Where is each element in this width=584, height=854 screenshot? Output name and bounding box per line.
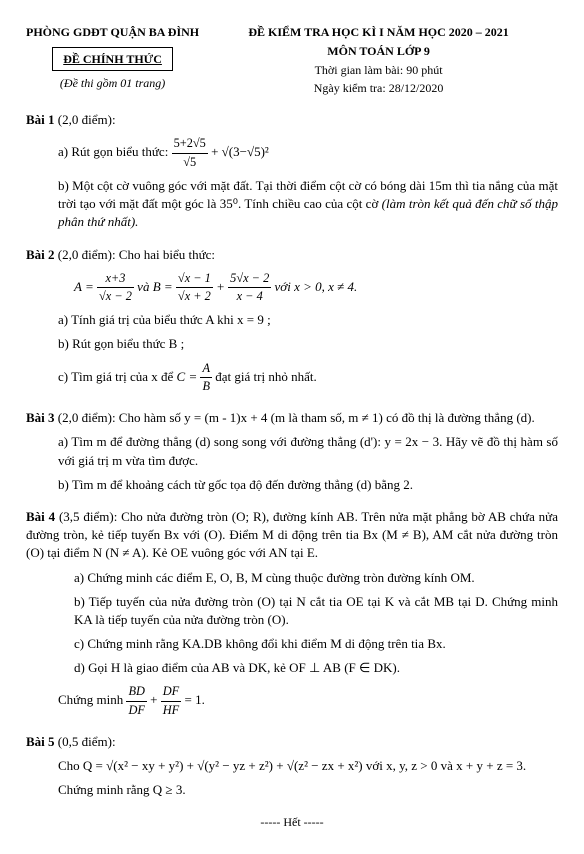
bai2-B2-num: 5√x − 2 (228, 270, 271, 288)
bai4-f2: DF HF (161, 683, 181, 719)
bai1-a-den: √5 (172, 154, 208, 171)
bai5-title: Bài 5 (26, 734, 55, 749)
official-box: ĐỀ CHÍNH THỨC (52, 47, 173, 71)
bai4-eq: = 1. (184, 692, 204, 707)
end-marker: ----- Hết ----- (26, 814, 558, 831)
bai2-c-den: B (200, 378, 212, 395)
bai4-proof-prefix: Chứng minh (58, 692, 126, 707)
bai2-B2-den: x − 4 (228, 288, 271, 305)
bai2-cond: với x > 0, x ≠ 4. (275, 278, 358, 293)
bai2-c-C: C = (177, 368, 201, 383)
bai1-a-num: 5+2√5 (172, 135, 208, 153)
bai2-c-prefix: c) Tìm giá trị của x để (58, 368, 177, 383)
bai2-b: b) Rút gọn biểu thức B ; (58, 335, 558, 353)
bai4-d: d) Gọi H là giao điểm của AB và DK, kẻ O… (74, 659, 558, 677)
bai4-points: (3,5 điểm): Cho nửa đường tròn (O; R), đ… (26, 509, 558, 560)
bai2-c-num: A (200, 360, 212, 378)
bai4-f2-num: DF (161, 683, 181, 701)
bai2-points: (2,0 điểm): Cho hai biểu thức: (58, 247, 215, 262)
bai2-B-eq: B = (153, 278, 176, 293)
bai5-points: (0,5 điểm): (58, 734, 116, 749)
bai5-proof: Chứng minh rằng Q ≥ 3. (58, 781, 558, 799)
subject: MÔN TOÁN LỚP 9 (199, 43, 558, 60)
exam-date: Ngày kiểm tra: 28/12/2020 (199, 80, 558, 97)
bai2-B1-frac: √x − 1 √x + 2 (176, 270, 213, 306)
bai2-c: c) Tìm giá trị của x để C = A B đạt giá … (58, 360, 558, 396)
bai2-title: Bài 2 (26, 247, 55, 262)
bai-5: Bài 5 (0,5 điểm): Cho Q = √(x² − xy + y²… (26, 733, 558, 800)
bai-2: Bài 2 (2,0 điểm): Cho hai biểu thức: A =… (26, 246, 558, 396)
bai1-a: a) Rút gọn biểu thức: 5+2√5 √5 + √(3−√5)… (58, 135, 558, 171)
org-name: PHÒNG GDĐT QUẬN BA ĐÌNH (26, 24, 199, 41)
bai5-q: Cho Q = √(x² − xy + y²) + √(y² − yz + z²… (58, 757, 558, 775)
bai2-B1-den: √x + 2 (176, 288, 213, 305)
bai2-a: a) Tính giá trị của biểu thức A khi x = … (58, 311, 558, 329)
bai3-b: b) Tìm m để khoảng cách từ gốc tọa độ đế… (58, 476, 558, 494)
bai2-formula: A = x+3 √x − 2 và B = √x − 1 √x + 2 + 5√… (74, 270, 558, 306)
page-note: (Đề thi gồm 01 trang) (26, 75, 199, 92)
bai4-a: a) Chứng minh các điểm E, O, B, M cùng t… (74, 569, 558, 587)
bai2-A-frac: x+3 √x − 2 (97, 270, 134, 306)
bai5-q-prefix: Cho Q = (58, 758, 106, 773)
bai2-A-den: √x − 2 (97, 288, 134, 305)
bai2-and: và (137, 278, 153, 293)
bai4-c: c) Chứng minh rằng KA.DB không đổi khi đ… (74, 635, 558, 653)
bai1-a-rest: + √(3−√5)² (211, 144, 269, 159)
bai2-A-num: x+3 (97, 270, 134, 288)
bai4-f1: BD DF (126, 683, 146, 719)
bai2-A-eq: A = (74, 278, 97, 293)
bai-1: Bài 1 (2,0 điểm): a) Rút gọn biểu thức: … (26, 111, 558, 231)
bai-3: Bài 3 (2,0 điểm): Cho hàm số y = (m - 1)… (26, 409, 558, 494)
bai2-c-suffix: đạt giá trị nhỏ nhất. (215, 368, 316, 383)
bai1-a-prefix: a) Rút gọn biểu thức: (58, 144, 172, 159)
bai4-f2-den: HF (161, 702, 181, 719)
bai-4: Bài 4 (3,5 điểm): Cho nửa đường tròn (O;… (26, 508, 558, 719)
bai4-f1-den: DF (126, 702, 146, 719)
official-label: ĐỀ CHÍNH THỨC (63, 52, 162, 66)
bai1-title: Bài 1 (26, 112, 55, 127)
bai5-q-expr: √(x² − xy + y²) + √(y² − yz + z²) + √(z²… (106, 758, 363, 773)
bai2-B1-num: √x − 1 (176, 270, 213, 288)
bai1-a-frac: 5+2√5 √5 (172, 135, 208, 171)
bai1-points: (2,0 điểm): (58, 112, 116, 127)
bai3-points: (2,0 điểm): Cho hàm số y = (m - 1)x + 4 … (58, 410, 535, 425)
bai1-b: b) Một cột cờ vuông góc với mặt đất. Tại… (58, 177, 558, 232)
exam-title: ĐỀ KIỂM TRA HỌC KÌ I NĂM HỌC 2020 – 2021 (199, 24, 558, 41)
bai4-title: Bài 4 (26, 509, 55, 524)
bai3-a: a) Tìm m để đường thẳng (d) song song vớ… (58, 433, 558, 469)
bai2-c-frac: A B (200, 360, 212, 396)
bai5-q-cond: với x, y, z > 0 và x + y + z = 3. (363, 758, 527, 773)
bai4-plus: + (150, 692, 161, 707)
bai3-title: Bài 3 (26, 410, 55, 425)
bai4-b: b) Tiếp tuyến của nửa đường tròn (O) tại… (74, 593, 558, 629)
bai4-proof: Chứng minh BD DF + DF HF = 1. (58, 683, 558, 719)
bai2-B2-frac: 5√x − 2 x − 4 (228, 270, 271, 306)
bai4-f1-num: BD (126, 683, 146, 701)
bai2-plus: + (216, 278, 228, 293)
time: Thời gian làm bài: 90 phút (199, 62, 558, 79)
